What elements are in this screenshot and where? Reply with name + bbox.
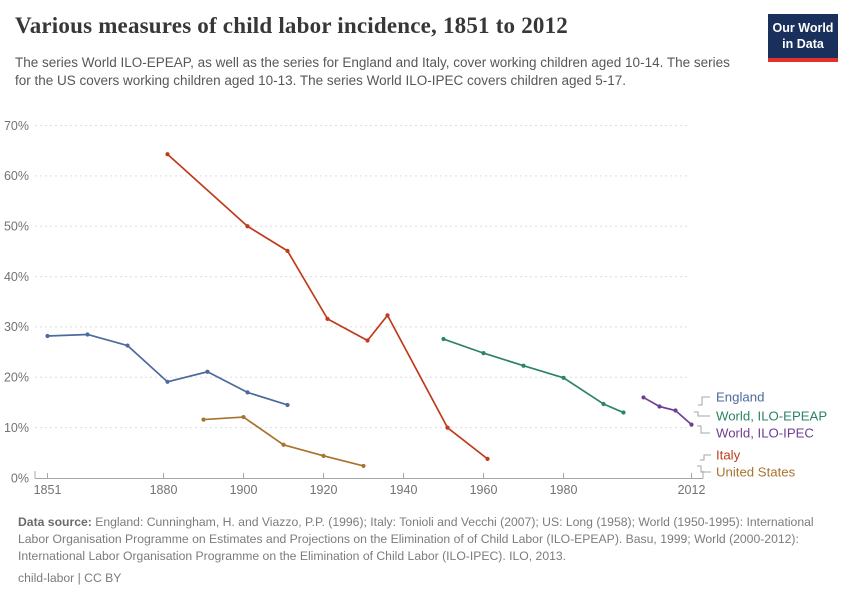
- license-note[interactable]: child-labor | CC BY: [18, 571, 122, 585]
- owid-logo-line2: in Data: [782, 36, 824, 51]
- legend-label-united-states[interactable]: United States: [716, 465, 796, 480]
- y-tick-label: 0%: [11, 471, 29, 485]
- data-point-italy[interactable]: [325, 316, 330, 321]
- chart-subtitle: The series World ILO-EPEAP, as well as t…: [15, 55, 730, 88]
- y-tick-label: 20%: [4, 371, 29, 385]
- series-world-ilo-ipec[interactable]: [641, 395, 694, 427]
- series-line-united-states[interactable]: [202, 416, 365, 467]
- y-tick-label: 10%: [4, 421, 29, 435]
- owid-logo-line1: Our World: [772, 21, 834, 35]
- data-source-label: Data source:: [18, 515, 92, 529]
- series-england[interactable]: [45, 332, 290, 408]
- data-point-world-ilo-epeap[interactable]: [481, 351, 486, 356]
- data-point-united-states[interactable]: [361, 463, 366, 469]
- series-line-world-ilo-ipec[interactable]: [642, 396, 693, 426]
- series-italy[interactable]: [165, 152, 490, 461]
- data-point-world-ilo-ipec[interactable]: [657, 404, 662, 409]
- y-tick-label: 30%: [4, 320, 29, 334]
- x-tick-label: 1980: [550, 483, 578, 497]
- legend-label-world-ilo-epeap[interactable]: World, ILO-EPEAP: [716, 409, 827, 424]
- legend-label-england[interactable]: England: [716, 390, 764, 405]
- y-tick-label: 40%: [4, 270, 29, 284]
- x-tick-label: 1940: [390, 483, 418, 497]
- data-point-italy[interactable]: [445, 425, 450, 430]
- x-tick-label: 1900: [230, 483, 258, 497]
- series-line-world-ilo-epeap[interactable]: [442, 338, 625, 414]
- series-line-italy[interactable]: [166, 153, 489, 460]
- legend-label-italy[interactable]: Italy: [716, 448, 741, 463]
- legend-connector-england: [698, 396, 710, 406]
- data-point-italy[interactable]: [385, 313, 390, 318]
- data-point-england[interactable]: [285, 402, 290, 408]
- x-tick-label: 1880: [150, 483, 178, 497]
- data-point-england[interactable]: [165, 379, 170, 384]
- legend-connector-united-states: [697, 465, 711, 473]
- data-source-text: England: Cunningham, H. and Viazzo, P.P.…: [18, 515, 814, 563]
- data-point-italy[interactable]: [285, 248, 290, 253]
- data-point-italy[interactable]: [485, 456, 490, 461]
- line-chart: 0% 10% 20% 30% 40% 50% 60% 70% 1851 1880 1900 1920 1…: [4, 119, 827, 497]
- data-source-note: Data source: England: Cunningham, H. and…: [18, 514, 818, 565]
- data-point-england[interactable]: [205, 369, 210, 374]
- y-tick-label: 60%: [4, 169, 29, 183]
- data-point-england[interactable]: [45, 333, 50, 339]
- page-title: Various measures of child labor incidenc…: [15, 13, 569, 38]
- data-point-england[interactable]: [245, 390, 250, 395]
- data-point-england[interactable]: [85, 332, 90, 337]
- data-point-italy[interactable]: [245, 224, 250, 229]
- x-tick-label: 1960: [470, 483, 498, 497]
- data-point-world-ilo-ipec[interactable]: [641, 395, 646, 400]
- legend-label-world-ilo-ipec[interactable]: World, ILO-IPEC: [716, 426, 814, 441]
- series-world-ilo-epeap[interactable]: [441, 336, 626, 415]
- data-point-world-ilo-epeap[interactable]: [521, 363, 526, 368]
- y-tick-label: 70%: [4, 119, 29, 133]
- data-point-england[interactable]: [125, 343, 130, 348]
- x-tick-label: 1920: [310, 483, 338, 497]
- data-point-world-ilo-ipec[interactable]: [689, 422, 694, 427]
- legend-connector-world-ilo-epeap: [694, 411, 710, 417]
- data-point-world-ilo-epeap[interactable]: [441, 336, 446, 342]
- series-line-england[interactable]: [46, 333, 289, 406]
- data-point-united-states[interactable]: [201, 417, 206, 422]
- x-tick-label: 2012: [678, 483, 706, 497]
- owid-logo[interactable]: Our World in Data: [768, 14, 838, 63]
- data-point-united-states[interactable]: [321, 453, 326, 458]
- data-point-united-states[interactable]: [241, 414, 246, 420]
- series-united-states[interactable]: [201, 414, 366, 469]
- data-point-world-ilo-epeap[interactable]: [621, 410, 626, 415]
- legend-connector-world-ilo-ipec: [697, 425, 710, 434]
- data-point-italy[interactable]: [365, 338, 370, 343]
- data-point-world-ilo-epeap[interactable]: [561, 375, 566, 380]
- data-point-world-ilo-epeap[interactable]: [601, 401, 606, 407]
- data-point-united-states[interactable]: [281, 442, 286, 447]
- x-tick-label: 1851: [34, 483, 62, 497]
- data-point-italy[interactable]: [165, 152, 170, 157]
- data-point-world-ilo-ipec[interactable]: [673, 408, 678, 413]
- y-tick-label: 50%: [4, 220, 29, 234]
- legend-connector-italy: [700, 454, 711, 461]
